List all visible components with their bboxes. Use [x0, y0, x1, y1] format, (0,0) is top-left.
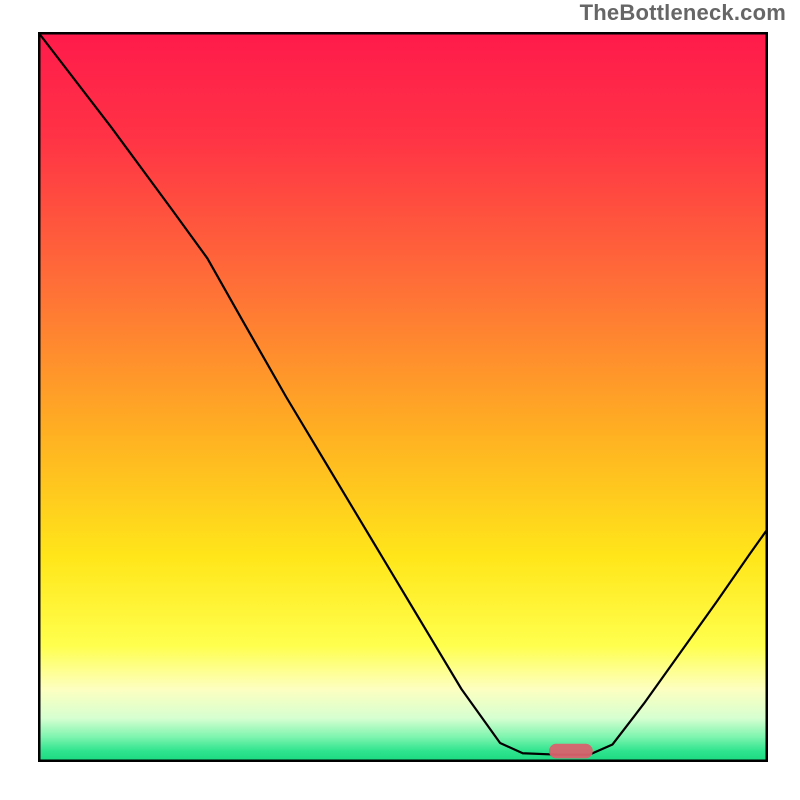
bottleneck-chart [38, 32, 768, 762]
plot-container [38, 32, 768, 762]
watermark-text: TheBottleneck.com [580, 0, 786, 26]
chart-background [38, 32, 768, 762]
optimal-range-marker [549, 744, 593, 759]
